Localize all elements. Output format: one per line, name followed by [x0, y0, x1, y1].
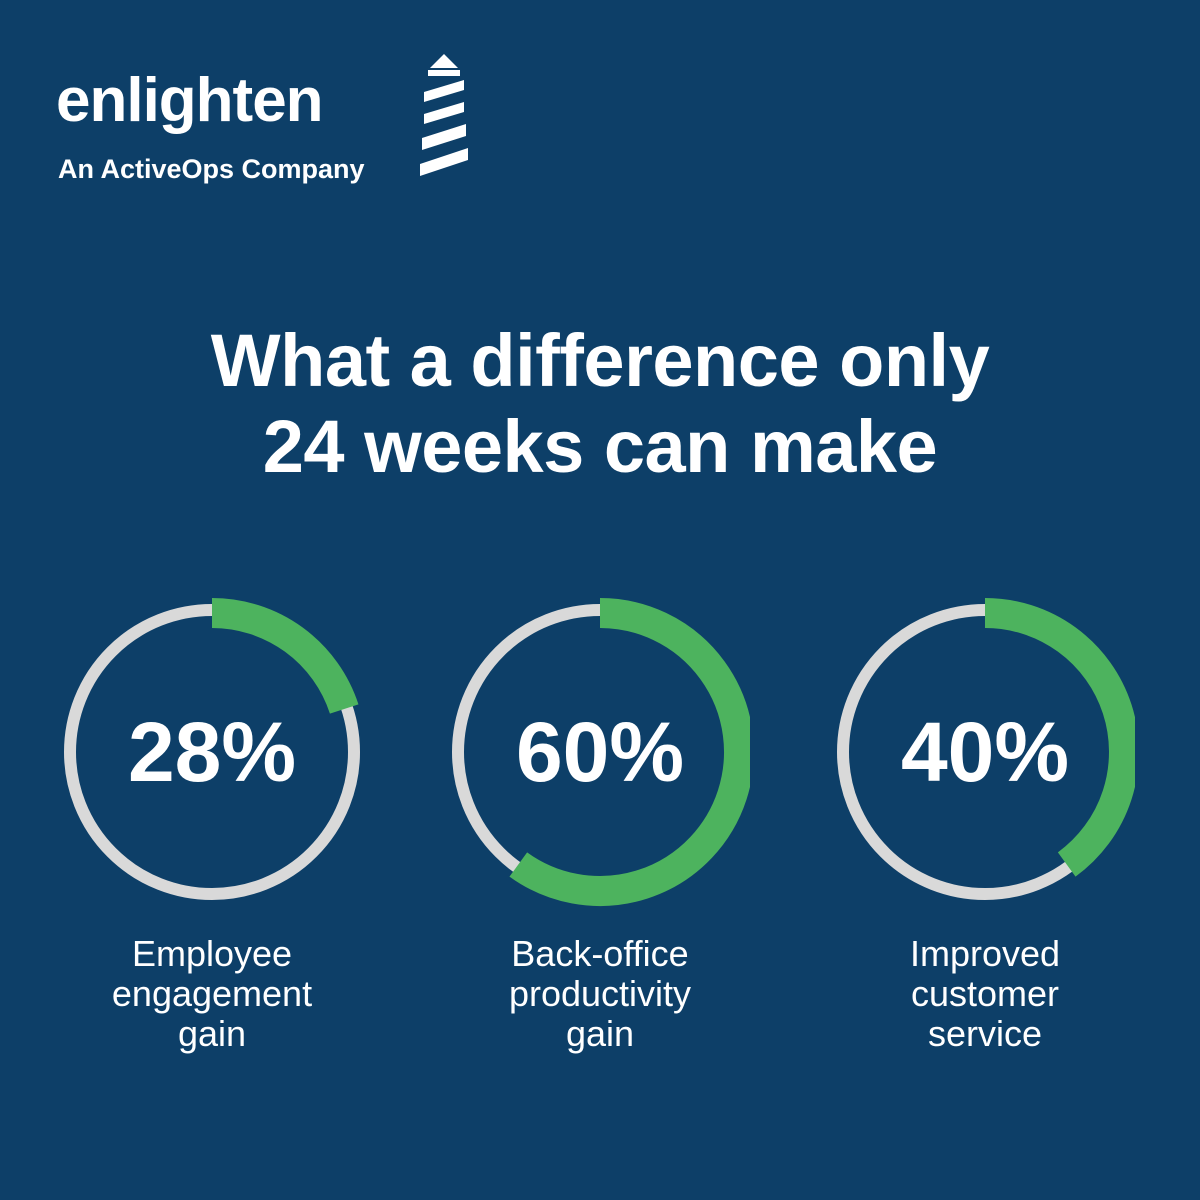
progress-ring	[837, 598, 1135, 900]
progress-arc	[984, 598, 1135, 877]
stat-label-line: gain	[177, 1013, 247, 1054]
headline-line-2: 24 weeks can make	[262, 405, 938, 488]
progress-arc	[509, 598, 750, 906]
stat-label: Improved customer service	[815, 934, 1155, 1054]
stat-label-line: Improved	[909, 933, 1061, 974]
headline-line-1: What a difference only	[210, 319, 990, 402]
page-headline: What a difference only 24 weeks can make	[0, 318, 1200, 490]
stat-value: 60%	[515, 705, 685, 799]
stat-label-line: productivity	[508, 973, 692, 1014]
stat-value: 28%	[127, 705, 297, 799]
stat-value: 40%	[900, 705, 1070, 799]
progress-arc	[211, 598, 359, 715]
stat-label-line: Employee	[131, 933, 293, 974]
stat-label: Employee engagement gain	[42, 934, 382, 1054]
progress-ring	[452, 598, 750, 906]
enlighten-lighthouse-mark-icon	[420, 54, 468, 176]
brand-tagline: An ActiveOps Company	[58, 154, 365, 184]
stat-label-line: service	[927, 1013, 1043, 1054]
stat-label-line: gain	[565, 1013, 635, 1054]
stat-label-line: engagement	[111, 973, 313, 1014]
stat-label-line: customer	[910, 973, 1060, 1014]
brand-logo: enlighten An ActiveOps Company	[56, 52, 476, 192]
progress-ring	[64, 598, 360, 900]
brand-name: enlighten	[56, 66, 324, 135]
stat-label: Back-office productivity gain	[430, 934, 770, 1054]
stat-label-line: Back-office	[511, 933, 689, 974]
